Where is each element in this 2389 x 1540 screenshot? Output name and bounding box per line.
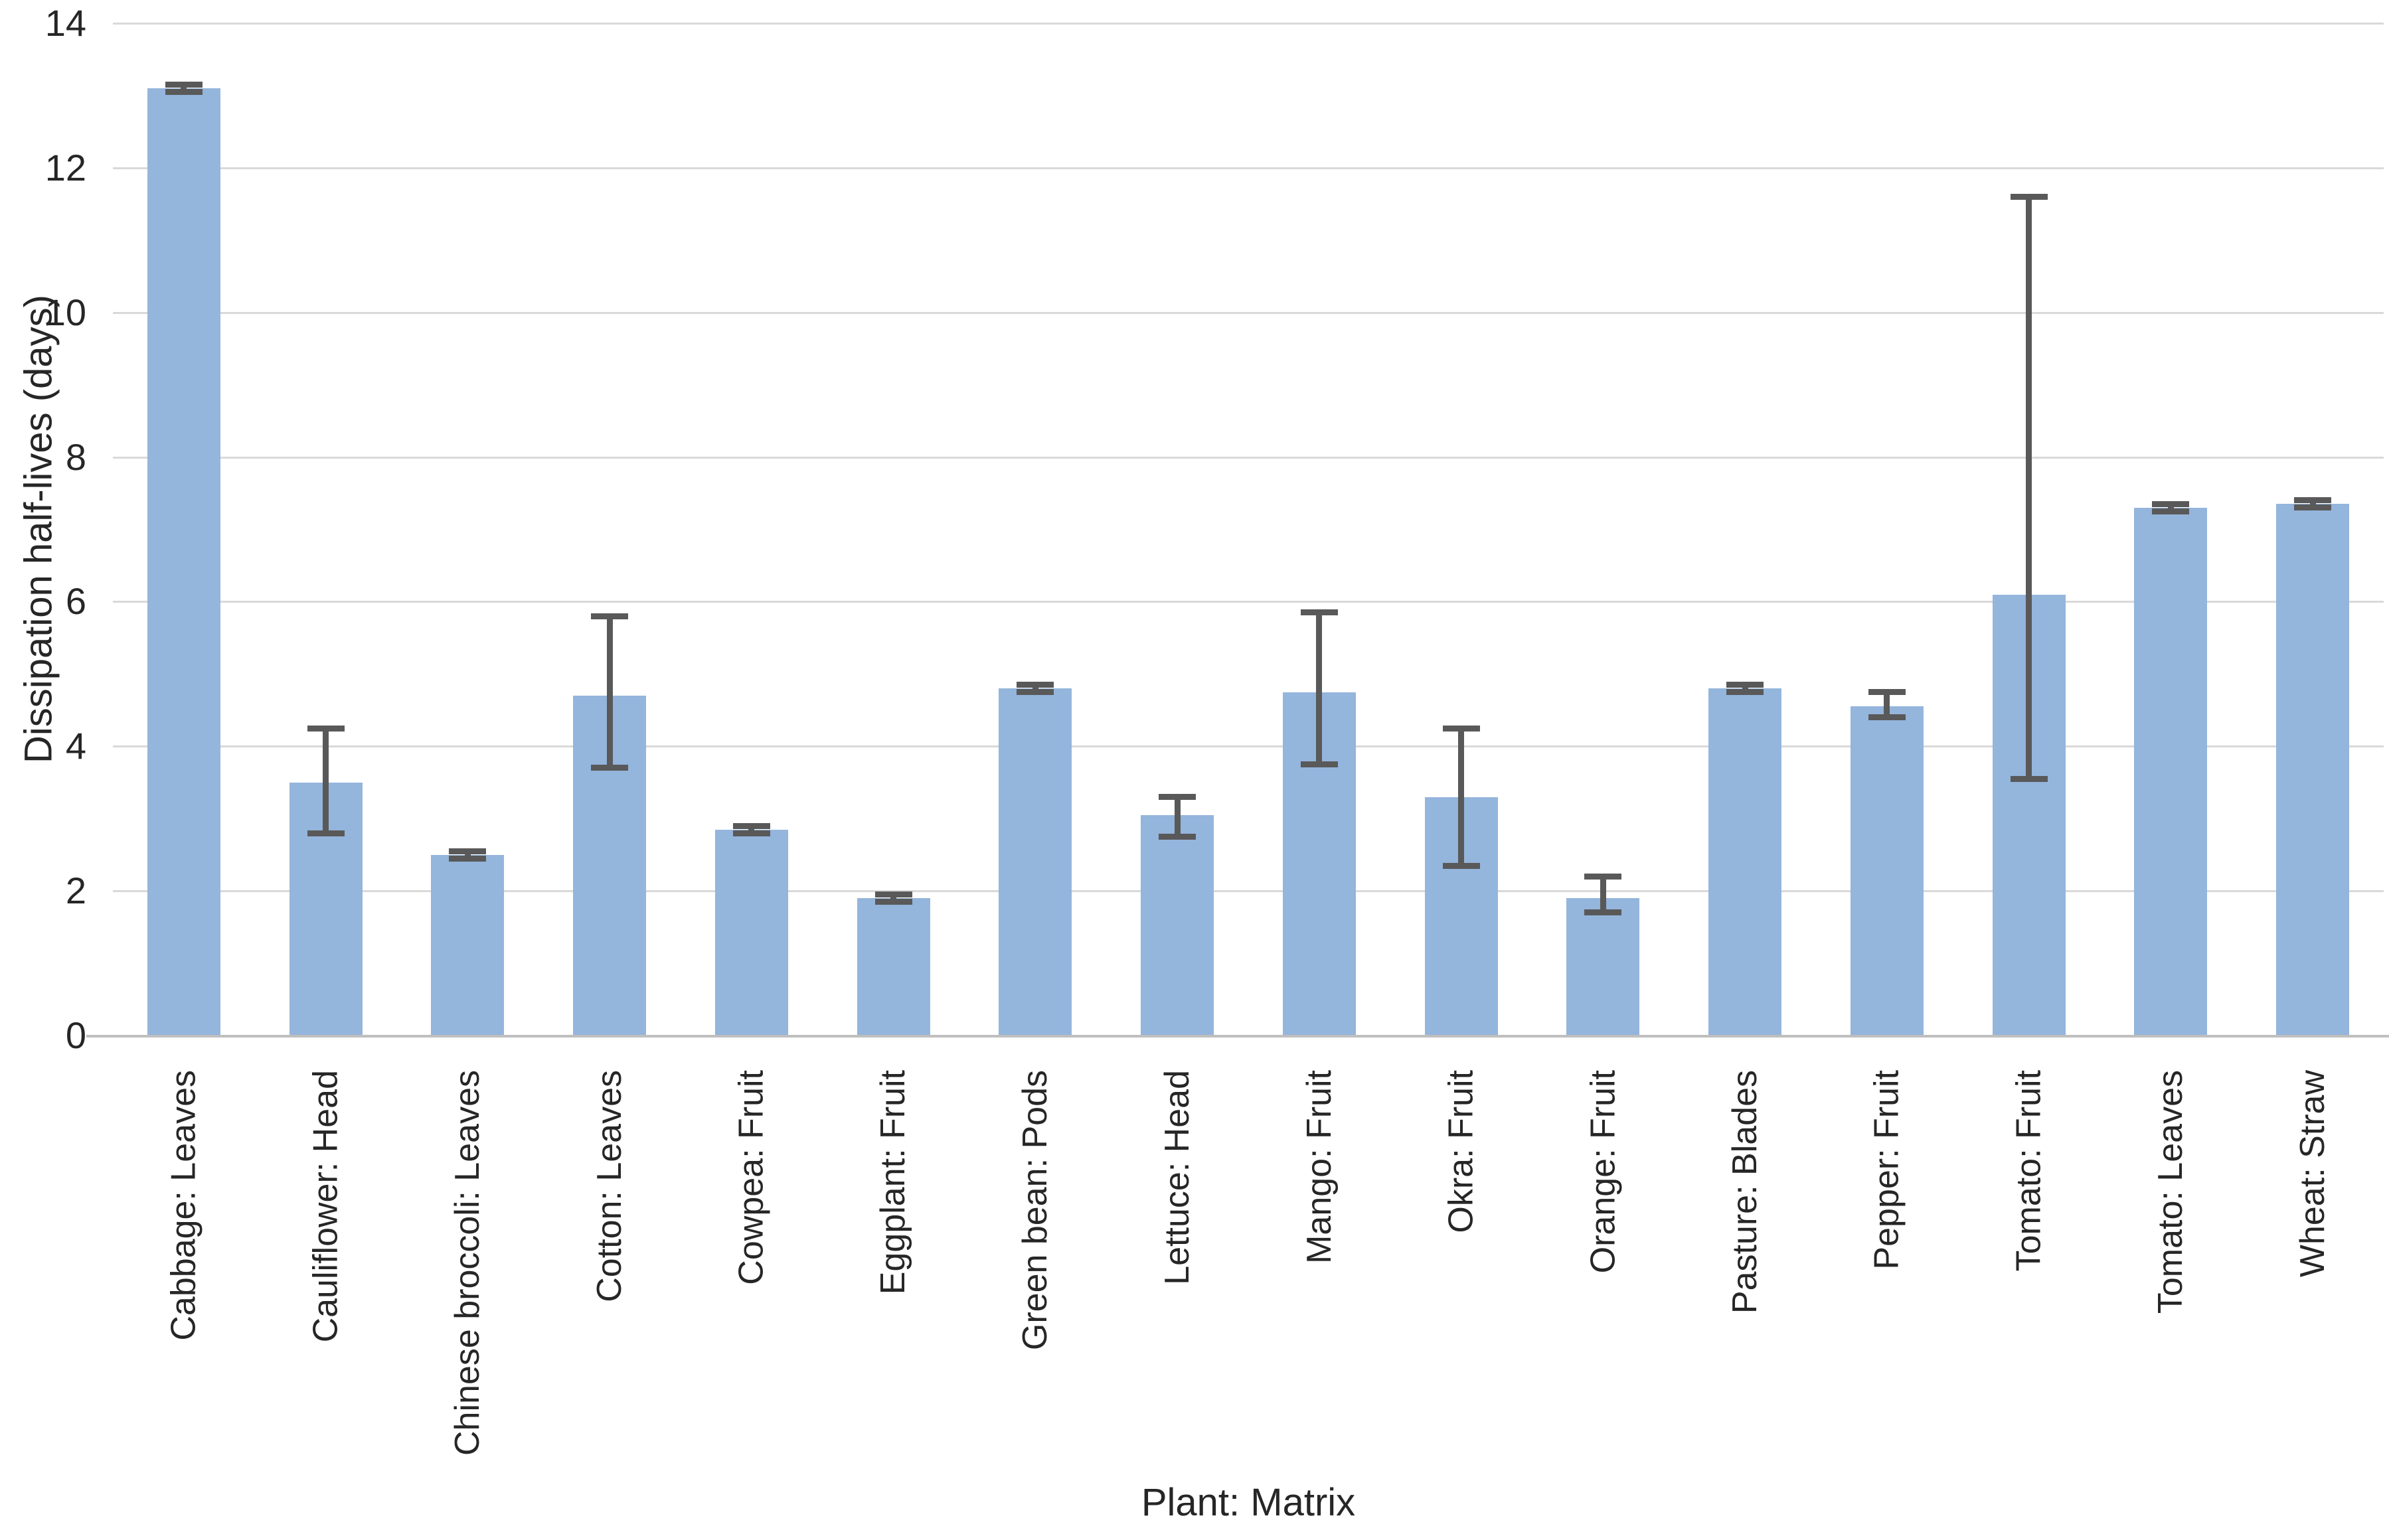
- error-bar-line: [606, 616, 613, 768]
- bar: [147, 88, 220, 1036]
- error-bar-cap-top: [2294, 497, 2332, 504]
- error-bar-cap-top: [1868, 689, 1906, 696]
- category-label: Mango: Fruit: [1299, 1070, 1339, 1264]
- error-bar-cap-top: [1159, 794, 1196, 801]
- error-bar-cap-top: [1300, 609, 1338, 616]
- error-bar-cap-bottom: [1584, 909, 1622, 916]
- error-bar-cap-top: [165, 82, 203, 88]
- gridline: [113, 167, 2384, 169]
- y-tick-label: 4: [65, 725, 86, 767]
- error-bar-line: [464, 851, 471, 859]
- gridline: [113, 890, 2384, 893]
- error-bar-line: [1458, 728, 1465, 866]
- error-bar-line: [323, 728, 329, 833]
- bar: [1141, 814, 1214, 1036]
- y-tick-label: 12: [44, 146, 86, 189]
- x-axis-line: [86, 1035, 2389, 1038]
- error-bar-cap-top: [307, 725, 345, 732]
- error-bar-cap-bottom: [1868, 714, 1906, 721]
- error-bar-cap-bottom: [874, 898, 912, 905]
- error-bar-line: [1600, 876, 1606, 913]
- bar: [431, 854, 505, 1036]
- category-label: Cowpea: Fruit: [732, 1070, 771, 1285]
- error-bar-cap-top: [874, 891, 912, 898]
- error-bar-line: [2026, 196, 2032, 779]
- error-bar-line: [181, 84, 187, 92]
- category-label: Orange: Fruit: [1584, 1070, 1623, 1274]
- error-bar-cap-top: [2010, 193, 2048, 200]
- y-axis-title: Dissipation half-lives (days): [17, 295, 60, 763]
- error-bar-cap-top: [449, 848, 487, 854]
- error-bar-cap-top: [1017, 682, 1054, 688]
- bar: [2134, 507, 2208, 1036]
- category-label: Tomato: Fruit: [2009, 1070, 2048, 1272]
- error-bar-cap-top: [732, 822, 770, 829]
- error-bar-cap-bottom: [165, 88, 203, 95]
- category-label: Green bean: Pods: [1016, 1070, 1055, 1351]
- error-bar-cap-bottom: [1726, 689, 1764, 696]
- gridline: [113, 601, 2384, 603]
- error-bar-cap-bottom: [1300, 761, 1338, 768]
- error-bar-line: [890, 894, 897, 902]
- y-tick-label: 10: [44, 291, 86, 333]
- error-bar-line: [2309, 500, 2316, 508]
- error-bar-cap-bottom: [449, 855, 487, 862]
- bar: [1850, 706, 1924, 1036]
- gridline: [113, 311, 2384, 314]
- error-bar-cap-bottom: [307, 830, 345, 836]
- error-bar-line: [1884, 692, 1890, 718]
- error-bar-cap-bottom: [2152, 508, 2190, 514]
- bar: [714, 829, 788, 1036]
- category-label: Chinese broccoli: Leaves: [448, 1070, 487, 1456]
- category-label: Lettuce: Head: [1158, 1070, 1197, 1285]
- category-label: Cauliflower: Head: [306, 1070, 345, 1343]
- error-bar-line: [1742, 684, 1748, 692]
- error-bar-cap-top: [1584, 873, 1622, 880]
- error-bar-cap-bottom: [1017, 689, 1054, 696]
- category-label: Tomato: Leaves: [2151, 1070, 2190, 1314]
- y-tick-label: 2: [65, 870, 86, 912]
- error-bar-cap-bottom: [2010, 775, 2048, 782]
- y-tick-label: 0: [65, 1014, 86, 1056]
- error-bar-line: [2167, 504, 2174, 512]
- gridline: [113, 745, 2384, 748]
- error-bar-cap-bottom: [591, 765, 629, 771]
- y-tick-label: 6: [65, 580, 86, 623]
- bar: [1708, 688, 1782, 1036]
- category-label: Wheat: Straw: [2293, 1070, 2333, 1278]
- bar: [2276, 504, 2350, 1036]
- category-label: Pasture: Blades: [1726, 1070, 1765, 1314]
- error-bar-cap-top: [1726, 682, 1764, 688]
- error-bar-line: [1032, 684, 1038, 692]
- gridline: [113, 456, 2384, 459]
- error-bar-cap-top: [591, 613, 629, 619]
- bar: [1566, 898, 1640, 1036]
- bar: [999, 688, 1072, 1036]
- error-bar-cap-bottom: [1442, 862, 1480, 869]
- error-bar-line: [748, 826, 755, 833]
- error-bar-line: [1174, 797, 1181, 837]
- category-label: Eggplant: Fruit: [874, 1070, 913, 1295]
- gridline: [113, 23, 2384, 25]
- error-bar-cap-top: [2152, 501, 2190, 507]
- error-bar-line: [1316, 612, 1323, 765]
- category-label: Okra: Fruit: [1442, 1070, 1481, 1233]
- category-label: Cotton: Leaves: [590, 1070, 629, 1302]
- error-bar-cap-bottom: [2294, 504, 2332, 511]
- category-label: Pepper: Fruit: [1867, 1070, 1906, 1270]
- x-axis-title: Plant: Matrix: [1141, 1481, 1356, 1524]
- y-tick-label: 8: [65, 435, 86, 478]
- category-label: Cabbage: Leaves: [164, 1070, 203, 1341]
- y-tick-label: 14: [44, 2, 86, 44]
- error-bar-cap-bottom: [1159, 833, 1196, 840]
- error-bar-cap-top: [1442, 725, 1480, 732]
- bar: [857, 898, 930, 1036]
- error-bar-cap-bottom: [732, 830, 770, 836]
